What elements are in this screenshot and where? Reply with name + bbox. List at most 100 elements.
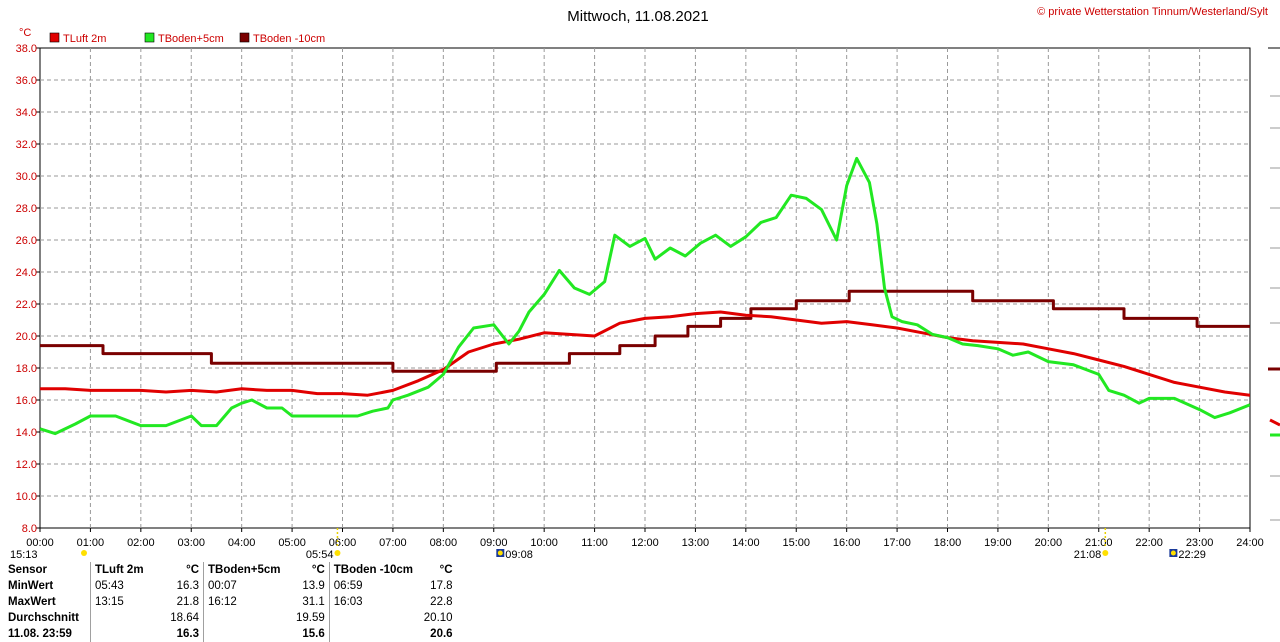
sun-moon-label: 05:54 <box>306 549 334 560</box>
x-tick-label: 19:00 <box>984 537 1012 549</box>
y-tick-label: 32.0 <box>16 139 37 151</box>
stats-s3-unit: °C <box>439 564 453 576</box>
x-tick-label: 09:00 <box>480 537 508 549</box>
x-tick-label: 08:00 <box>430 537 458 549</box>
y-unit-label: °C <box>19 27 31 39</box>
y-tick-label: 16.0 <box>16 395 37 407</box>
stats-value: 31.1 <box>302 596 325 608</box>
y-tick-label: 22.0 <box>16 299 37 311</box>
stats-time: 16:12 <box>203 594 292 610</box>
x-tick-label: 20:00 <box>1035 537 1063 549</box>
legend: TLuft 2m TBoden+5cm TBoden -10cm <box>49 32 325 45</box>
x-tick-label: 15:00 <box>782 537 810 549</box>
x-tick-label: 05:00 <box>278 537 306 549</box>
x-tick-label: 23:00 <box>1186 537 1214 549</box>
stats-value: 22.8 <box>430 596 453 608</box>
stats-time <box>328 626 420 642</box>
x-tick-label: 03:00 <box>177 537 205 549</box>
stats-value: 16.3 <box>176 628 199 640</box>
x-tick-label: 01:00 <box>77 537 105 549</box>
x-tick-label: 13:00 <box>682 537 710 549</box>
stats-value: 16.3 <box>176 580 199 592</box>
stats-value: 15.6 <box>302 628 325 640</box>
x-tick-label: 10:00 <box>530 537 558 549</box>
x-tick-label: 18:00 <box>934 537 962 549</box>
stats-time <box>203 610 292 626</box>
sun-icon <box>1102 550 1109 556</box>
stats-s1-unit: °C <box>186 564 199 576</box>
sun-moon-label: 22:29 <box>1178 549 1206 560</box>
stats-value: 20.6 <box>430 628 453 640</box>
y-tick-labels: 8.0 10.0 12.0 14.0 16.0 18.0 20.0 22.0 24.0 26.0 2… <box>16 43 37 535</box>
temperature-chart: 8.0 10.0 12.0 14.0 16.0 18.0 20.0 22.0 24.0 26.0 2… <box>10 6 1280 560</box>
credit-text: © private Wetterstation Tinnum/Westerlan… <box>1037 6 1268 18</box>
x-tick-label: 22:00 <box>1135 537 1163 549</box>
stats-table: Sensor TLuft 2m °C TBoden+5cm °C TBoden … <box>4 562 457 642</box>
legend-entry: TBoden -10cm <box>253 33 325 45</box>
stats-s2-unit: °C <box>311 564 325 576</box>
legend-entry: TBoden+5cm <box>158 33 224 45</box>
stats-time <box>90 610 161 626</box>
y-tick-label: 36.0 <box>16 75 37 87</box>
stats-time: 05:43 <box>90 578 161 594</box>
stats-row: Durchschnitt 18.64 19.59 20.10 <box>4 610 457 626</box>
y-tick-label: 20.0 <box>16 331 37 343</box>
stats-row-label: MaxWert <box>8 596 56 608</box>
stats-time: 16:03 <box>328 594 420 610</box>
y-tick-label: 38.0 <box>16 43 37 55</box>
x-tick-label: 11:00 <box>581 537 608 549</box>
legend-swatch <box>49 32 60 43</box>
stats-time <box>203 626 292 642</box>
stats-row-label: MinWert <box>8 580 54 592</box>
moon-icon-inner <box>497 550 503 556</box>
stats-header-row: Sensor TLuft 2m °C TBoden+5cm °C TBoden … <box>4 562 457 578</box>
stats-row-label: Durchschnitt <box>8 612 79 624</box>
stats-value: 21.8 <box>176 596 199 608</box>
stats-time: 13:15 <box>90 594 161 610</box>
stats-sensor-header: Sensor <box>8 564 47 576</box>
stats-time: 00:07 <box>203 578 292 594</box>
stats-value: 13.9 <box>302 580 325 592</box>
y-tick-label: 34.0 <box>16 107 37 119</box>
x-tick-labels: 00:00 01:00 02:00 03:00 04:00 05:00 06:00 07:00… <box>26 537 1264 549</box>
stats-value: 17.8 <box>430 580 453 592</box>
sun-moon-label: 09:08 <box>505 549 533 560</box>
series-line-1 <box>40 310 1250 397</box>
x-tick-label: 07:00 <box>379 537 407 549</box>
moon-icon-inner <box>1170 550 1176 556</box>
x-tick-label: 17:00 <box>883 537 911 549</box>
stats-value: 18.64 <box>170 612 199 624</box>
series-line-3 <box>40 289 1250 373</box>
stats-row: MinWert 05:43 16.3 00:07 13.9 06:59 17.8 <box>4 578 457 594</box>
sun-icon <box>334 550 341 556</box>
x-tick-label: 06:00 <box>329 537 357 549</box>
stats-time: 06:59 <box>328 578 420 594</box>
stats-value: 20.10 <box>423 612 453 624</box>
legend-swatch <box>239 32 250 43</box>
stats-row: MaxWert 13:15 21.8 16:12 31.1 16:03 22.8 <box>4 594 457 610</box>
stats-time <box>90 626 161 642</box>
stats-value: 19.59 <box>296 612 325 624</box>
x-tick-label: 04:00 <box>228 537 256 549</box>
x-tick-label: 14:00 <box>732 537 760 549</box>
x-tick-label: 02:00 <box>127 537 155 549</box>
chart-title: Mittwoch, 11.08.2021 <box>567 8 708 25</box>
stats-row-label: 11.08. 23:59 <box>8 628 72 640</box>
stats-s2-header: TBoden+5cm <box>203 562 292 578</box>
stats-row: 11.08. 23:59 16.3 15.6 20.6 <box>4 626 457 642</box>
y-tick-label: 24.0 <box>16 267 37 279</box>
x-tick-label: 24:00 <box>1236 537 1264 549</box>
x-tick-label: 12:00 <box>631 537 659 549</box>
y-tick-label: 10.0 <box>16 491 37 503</box>
stats-s3-header: TBoden -10cm <box>328 562 420 578</box>
y-tick-label: 18.0 <box>16 363 37 375</box>
sun-moon-label: 21:08 <box>1074 549 1102 560</box>
series-lines <box>40 156 1250 436</box>
y-tick-label: 30.0 <box>16 171 37 183</box>
legend-entry: TLuft 2m <box>63 33 106 45</box>
grid <box>36 47 1251 532</box>
stats-s1-header: TLuft 2m <box>90 562 161 578</box>
y-tick-label: 26.0 <box>16 235 37 247</box>
moon-phase-icon <box>81 550 87 556</box>
y-tick-label: 8.0 <box>22 523 37 535</box>
